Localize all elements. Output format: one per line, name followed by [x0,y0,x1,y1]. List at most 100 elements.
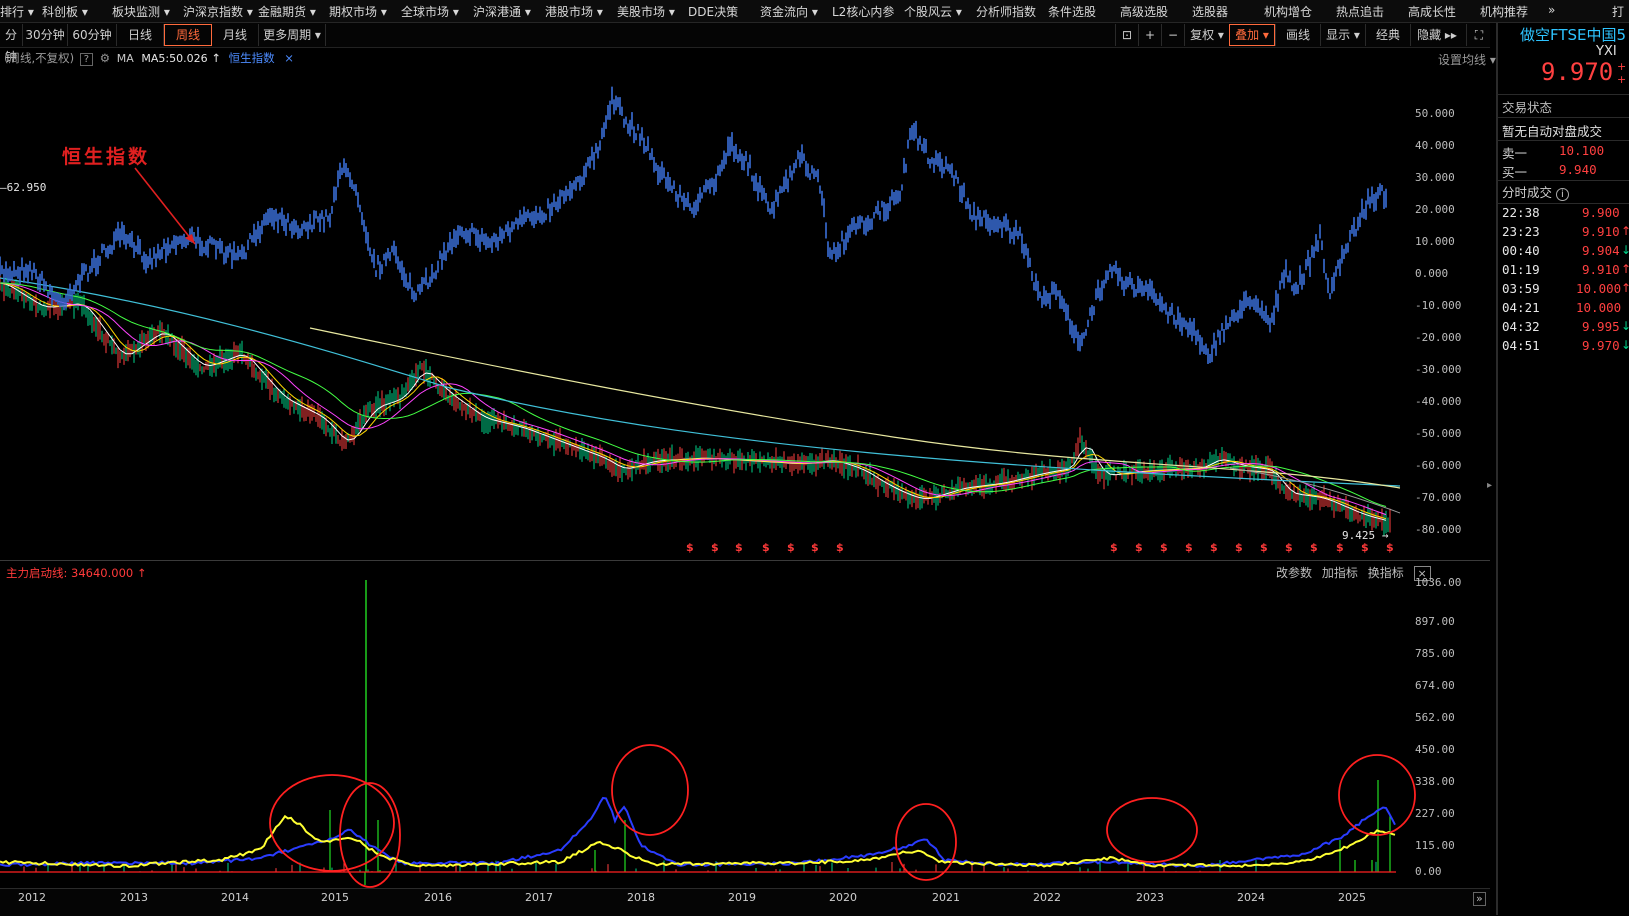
chart-mode: (周线,不复权) [4,51,75,65]
menu-hk[interactable]: 港股市场 ▾ [545,5,603,19]
signal-dollar: $ [711,541,719,554]
remove-overlay-icon[interactable]: × [284,51,294,65]
annotation-arrow [134,167,196,245]
period-toolbar [0,23,1490,48]
tab-weekly[interactable]: 周线 [164,24,212,46]
menu-rank[interactable]: 排行 ▾ [0,5,34,19]
menu-hotspot[interactable]: 热点追击 [1336,5,1385,19]
menu-sector-monitor[interactable]: 板块监测 ▾ [112,5,170,19]
ma-prefix: MA [116,52,134,65]
add-indicator-button[interactable]: 加指标 [1321,566,1358,580]
trade-price: 10.000 [1576,300,1622,315]
signal-dollar: $ [1210,541,1218,554]
close-indicator-icon[interactable]: × [1413,566,1431,581]
y-tick: 0.000 [1415,267,1449,280]
sub-indicator-chart[interactable] [0,580,1490,890]
gear-icon[interactable]: ⚙ [99,51,111,65]
trade-row: 22:38 9.900 [1496,205,1629,224]
menu-star-market[interactable]: 科创板 ▾ [42,5,88,19]
sub-y-tick: 785.00 [1415,647,1455,660]
tab-daily[interactable]: 日线 [117,24,164,46]
y-tick: 30.000 [1415,171,1455,184]
signal-dollar: $ [1386,541,1394,554]
menu-global[interactable]: 全球市场 ▾ [401,5,459,19]
tab-more-periods[interactable]: 更多周期 ▾ [259,24,326,46]
scroll-right-icon[interactable]: » [1473,892,1486,906]
x-year: 2024 [1237,891,1265,904]
switch-indicator-button[interactable]: 换指标 [1367,566,1404,580]
trade-row: 03:59 10.000 ↑ [1496,281,1629,300]
help-icon[interactable]: ? [79,53,94,66]
left-price-marker: —62.950 [0,181,47,194]
menu-connect[interactable]: 沪深港通 ▾ [473,5,531,19]
tab-60min[interactable]: 60分钟 [68,24,117,46]
chart-info-bar: (周线,不复权) ? ⚙ MA MA5:50.026 ↑ 恒生指数 × [4,50,294,70]
zoom-in-icon[interactable]: + [1138,24,1161,46]
quote-change-clipped: + + [1617,60,1627,86]
low-price-marker: 9.425 → [1342,529,1389,542]
x-year: 2021 [932,891,960,904]
annotation-label: 恒生指数 [62,146,151,168]
trade-price: 9.904 [1582,243,1620,258]
trade-direction: ↑ [1621,262,1629,276]
zoom-out-icon[interactable]: − [1161,24,1184,46]
signal-dollar: $ [1336,541,1344,554]
info-icon[interactable]: i [1556,188,1569,201]
classic-button[interactable]: 经典 [1365,24,1410,46]
more-menu-icon[interactable]: » [1548,3,1556,17]
ma5-value: MA5:50.026 [141,52,208,65]
menu-inst-rec[interactable]: 机构推荐 [1480,5,1529,19]
trades-title: 分时成交 [1502,185,1553,200]
x-year: 2023 [1136,891,1164,904]
display-button[interactable]: 显示 ▾ [1320,24,1365,46]
trade-time: 04:21 [1502,300,1540,315]
menu-growth[interactable]: 高成长性 [1408,5,1457,19]
menu-inst-add[interactable]: 机构增仓 [1264,5,1313,19]
sub-indicator-actions: 改参数 加指标 换指标 × [1276,564,1431,581]
menu-us[interactable]: 美股市场 ▾ [617,5,675,19]
signal-dollar: $ [1135,541,1143,554]
restore-rights-button[interactable]: 复权 ▾ [1184,24,1229,46]
trade-list: 22:38 9.900 23:23 9.910 ↑ 00:40 9.904 ↓ … [1496,205,1629,365]
tab-30min[interactable]: 30分钟 [23,24,68,46]
buy1-label: 买一 [1502,165,1528,180]
menu-analyst[interactable]: 分析师指数 [976,5,1037,19]
set-ma-button[interactable]: 设置均线 ▾ [1438,53,1496,67]
fullscreen-icon[interactable]: ⛶ [1466,24,1491,46]
hide-button[interactable]: 隐藏 ▸▸ [1410,24,1463,46]
main-kline-chart[interactable] [0,68,1490,563]
tab-minute[interactable]: 分钟 [0,24,23,64]
overlay-index-name[interactable]: 恒生指数 [228,51,275,65]
draw-line-button[interactable]: 画线 [1275,24,1320,46]
quote-name: 做空FTSE中国5 [1520,26,1627,44]
x-year: 2017 [525,891,553,904]
overlay-button[interactable]: 叠加 ▾ [1229,24,1275,46]
x-year: 2019 [728,891,756,904]
tab-monthly[interactable]: 月线 [212,24,259,46]
collapse-panel-icon[interactable]: ▸ [1487,480,1493,491]
sub-y-tick: 562.00 [1415,711,1455,724]
menu-advanced-pick[interactable]: 高级选股 [1120,5,1169,19]
trade-time: 22:38 [1502,205,1540,220]
signal-dollar: $ [787,541,795,554]
edit-params-button[interactable]: 改参数 [1276,566,1313,580]
menu-financial-futures[interactable]: 金融期货 ▾ [258,5,316,19]
sell1-price: 10.100 [1559,143,1605,158]
trade-price: 9.970 [1582,338,1620,353]
sub-y-tick: 897.00 [1415,615,1455,628]
trade-direction: ↑ [1621,224,1629,238]
menu-dde[interactable]: DDE决策 [688,5,739,19]
sub-y-tick: 674.00 [1415,679,1455,692]
menu-l2[interactable]: L2核心内参 [832,5,895,19]
y-tick: 10.000 [1415,235,1455,248]
menu-open[interactable]: 打 [1612,5,1625,19]
signal-dollar: $ [1185,541,1193,554]
menu-condition-pick[interactable]: 条件选股 [1048,5,1097,19]
menu-stock-news[interactable]: 个股风云 ▾ [904,5,962,19]
menu-options[interactable]: 期权市场 ▾ [329,5,387,19]
menu-fund-flow[interactable]: 资金流向 ▾ [760,5,818,19]
signal-dollar: $ [1285,541,1293,554]
lock-icon[interactable]: ⊡ [1115,24,1138,46]
menu-index[interactable]: 沪深京指数 ▾ [183,5,253,19]
menu-picker[interactable]: 选股器 [1192,5,1229,19]
